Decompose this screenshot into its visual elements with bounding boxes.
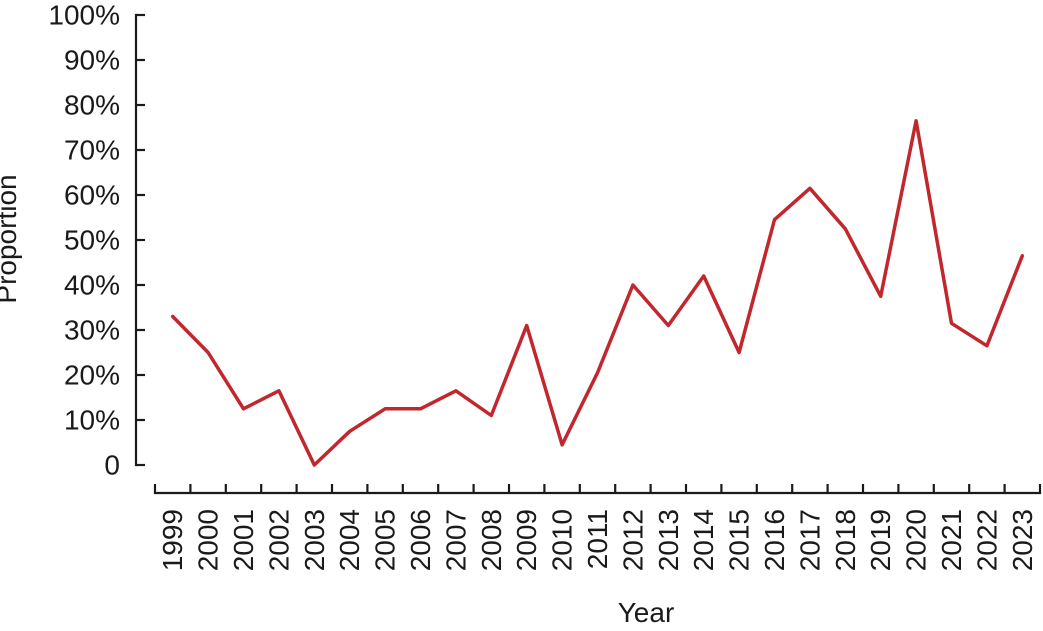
y-axis: 0 10% 20% 30% 40% 50% 60% 70% 80% 90% 100% <box>48 0 145 481</box>
y-tick-label: 0 <box>104 450 120 481</box>
y-tick-label: 40% <box>64 270 120 301</box>
x-tick-label: 2016 <box>759 509 790 571</box>
x-tick-label: 2013 <box>653 509 684 571</box>
x-tick-label: 2019 <box>865 509 896 571</box>
x-tick-label: 2011 <box>582 509 613 569</box>
x-tick-label: 2003 <box>299 509 330 571</box>
x-tick-label: 2020 <box>901 509 932 571</box>
y-tick-label: 30% <box>64 315 120 346</box>
x-tick-label: 2018 <box>830 509 861 571</box>
x-tick-label: 2002 <box>263 509 294 571</box>
y-tick-label: 70% <box>64 135 120 166</box>
x-tick-label: 2012 <box>617 509 648 571</box>
x-tick-label: 2021 <box>936 509 967 571</box>
x-tick-label: 2009 <box>511 509 542 571</box>
y-tick-label: 100% <box>48 0 120 31</box>
x-tick-label: 2015 <box>724 509 755 571</box>
x-tick-label: 2014 <box>688 509 719 571</box>
x-axis-title: Year <box>618 597 675 628</box>
x-axis: 1999 2000 2001 2002 2003 2004 2005 2006 2007 2008… <box>153 484 1042 571</box>
x-tick-label: 2006 <box>405 509 436 571</box>
x-tick-label: 2000 <box>193 509 224 571</box>
x-tick-label: 2008 <box>476 509 507 571</box>
y-tick-label: 60% <box>64 180 120 211</box>
x-tick-label: 2023 <box>1007 509 1038 571</box>
data-line <box>170 119 1025 467</box>
x-tick-label: 2010 <box>547 509 578 571</box>
y-tick-label: 10% <box>64 405 120 436</box>
y-tick-label: 50% <box>64 225 120 256</box>
y-tick-label: 90% <box>64 45 120 76</box>
x-tick-label: 1999 <box>157 509 188 571</box>
y-tick-label: 80% <box>64 90 120 121</box>
x-tick-label: 2004 <box>334 509 365 571</box>
x-tick-label: 2022 <box>971 509 1002 571</box>
x-tick-label: 2005 <box>370 509 401 571</box>
x-tick-label: 2001 <box>228 509 259 571</box>
x-tick-label: 2007 <box>440 509 471 571</box>
y-axis-title: Proportion <box>0 174 22 303</box>
x-tick-label: 2017 <box>794 509 825 571</box>
y-tick-label: 20% <box>64 360 120 391</box>
